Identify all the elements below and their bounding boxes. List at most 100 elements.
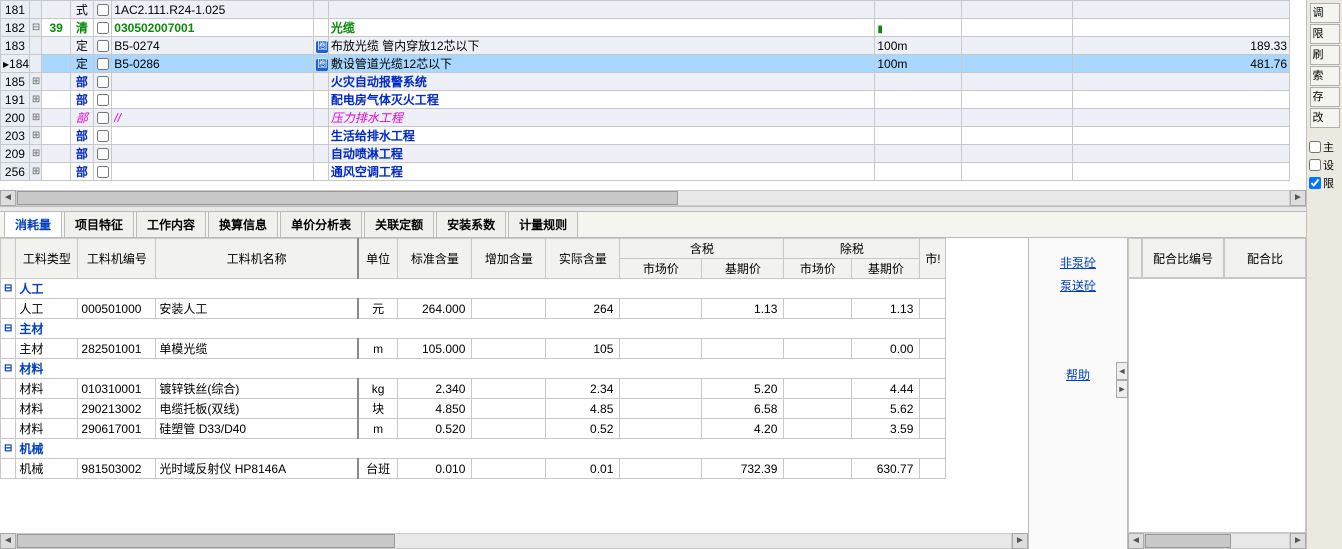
- rownum[interactable]: 256: [1, 163, 30, 181]
- right-hscroll[interactable]: ◄ ►: [1128, 533, 1306, 549]
- mid-link-2[interactable]: 泵送砼: [1060, 277, 1096, 294]
- code-cell[interactable]: [112, 73, 314, 91]
- expand-toggle[interactable]: [29, 55, 41, 73]
- row-checkbox[interactable]: [97, 166, 109, 178]
- hdr-unit[interactable]: 单位: [358, 239, 398, 279]
- tax-mkt[interactable]: [620, 299, 702, 319]
- tax-base[interactable]: 4.20: [702, 419, 784, 439]
- tax-mkt[interactable]: [620, 379, 702, 399]
- tb-save-button[interactable]: 存: [1310, 87, 1340, 107]
- rownum[interactable]: 203: [1, 127, 30, 145]
- std-qty[interactable]: 264.000: [398, 299, 472, 319]
- hdr-market[interactable]: 市!: [920, 239, 946, 279]
- code-cell[interactable]: [112, 127, 314, 145]
- qty-cell[interactable]: [961, 19, 1072, 37]
- notax-mkt[interactable]: [784, 459, 852, 479]
- mat-name[interactable]: 光时域反射仪 HP8146A: [156, 459, 358, 479]
- qty-cell[interactable]: [961, 163, 1072, 181]
- tab-单价分析表[interactable]: 单价分析表: [280, 211, 362, 237]
- mat-code[interactable]: 290213002: [78, 399, 156, 419]
- collapse-right-icon[interactable]: ►: [1116, 380, 1128, 398]
- tb-adjust-button[interactable]: 调: [1310, 3, 1340, 23]
- hdr-std[interactable]: 标准含量: [398, 239, 472, 279]
- name-cell[interactable]: 自动喷淋工程: [328, 145, 875, 163]
- mat-code[interactable]: 981503002: [78, 459, 156, 479]
- mix-ratio-grid[interactable]: [1128, 278, 1306, 533]
- name-cell[interactable]: 火灾自动报警系统: [328, 73, 875, 91]
- std-qty[interactable]: 2.340: [398, 379, 472, 399]
- tax-mkt[interactable]: [620, 399, 702, 419]
- scroll-left-icon[interactable]: ◄: [0, 190, 16, 206]
- code-cell[interactable]: [112, 145, 314, 163]
- mat-code[interactable]: 010310001: [78, 379, 156, 399]
- expand-toggle[interactable]: ⊞: [29, 145, 41, 163]
- add-qty[interactable]: [472, 339, 546, 359]
- qty-cell[interactable]: [961, 91, 1072, 109]
- hdr-name[interactable]: 工料机名称: [156, 239, 358, 279]
- qty-cell[interactable]: [961, 127, 1072, 145]
- tax-base[interactable]: 732.39: [702, 459, 784, 479]
- tab-关联定额[interactable]: 关联定额: [364, 211, 434, 237]
- mat-name[interactable]: 电缆托板(双线): [156, 399, 358, 419]
- mat-code[interactable]: 282501001: [78, 339, 156, 359]
- row-checkbox[interactable]: [97, 40, 109, 52]
- rownum[interactable]: 209: [1, 145, 30, 163]
- tab-换算信息[interactable]: 换算信息: [208, 211, 278, 237]
- expand-toggle[interactable]: ⊞: [29, 163, 41, 181]
- code-cell[interactable]: [112, 163, 314, 181]
- mat-code[interactable]: 290617001: [78, 419, 156, 439]
- chk-main[interactable]: 主: [1309, 139, 1340, 155]
- rownum[interactable]: 200: [1, 109, 30, 127]
- notax-base[interactable]: 0.00: [852, 339, 920, 359]
- tab-项目特征[interactable]: 项目特征: [64, 211, 134, 237]
- hdr-act[interactable]: 实际含量: [546, 239, 620, 279]
- rownum[interactable]: 183: [1, 37, 30, 55]
- code-cell[interactable]: B5-0274: [112, 37, 314, 55]
- mat-name[interactable]: 安装人工: [156, 299, 358, 319]
- consumption-grid[interactable]: 工料类型 工料机编号 工料机名称 单位 标准含量 增加含量 实际含量 含税 除税…: [0, 238, 1028, 533]
- tab-消耗量[interactable]: 消耗量: [4, 211, 62, 237]
- expand-toggle[interactable]: ⊟: [1, 319, 16, 339]
- expand-toggle[interactable]: ⊞: [29, 127, 41, 145]
- std-qty[interactable]: 0.010: [398, 459, 472, 479]
- notax-mkt[interactable]: [784, 379, 852, 399]
- scroll-left-icon[interactable]: ◄: [0, 533, 16, 549]
- mid-help-link[interactable]: 帮助: [1066, 366, 1090, 383]
- notax-mkt[interactable]: [784, 299, 852, 319]
- tb-limit-button[interactable]: 限: [1310, 24, 1340, 44]
- collapse-left-icon[interactable]: ◄: [1116, 362, 1128, 380]
- code-cell[interactable]: //: [112, 109, 314, 127]
- row-checkbox[interactable]: [97, 58, 109, 70]
- expand-toggle[interactable]: [29, 1, 41, 19]
- row-checkbox[interactable]: [97, 130, 109, 142]
- tax-base[interactable]: 1.13: [702, 299, 784, 319]
- expand-toggle[interactable]: ⊟: [1, 439, 16, 459]
- code-cell[interactable]: 030502007001: [112, 19, 314, 37]
- scroll-right-icon[interactable]: ►: [1012, 533, 1028, 549]
- add-qty[interactable]: [472, 459, 546, 479]
- notax-base[interactable]: 630.77: [852, 459, 920, 479]
- expand-toggle[interactable]: ⊞: [29, 91, 41, 109]
- qty-cell[interactable]: [961, 145, 1072, 163]
- mid-link-1[interactable]: 非泵砼: [1060, 254, 1096, 271]
- notax-mkt[interactable]: [784, 339, 852, 359]
- add-qty[interactable]: [472, 379, 546, 399]
- tab-安装系数[interactable]: 安装系数: [436, 211, 506, 237]
- scroll-right-icon[interactable]: ►: [1290, 190, 1306, 206]
- std-qty[interactable]: 4.850: [398, 399, 472, 419]
- row-checkbox[interactable]: [97, 4, 109, 16]
- tb-modify-button[interactable]: 改: [1310, 108, 1340, 128]
- expand-toggle[interactable]: ⊟: [1, 359, 16, 379]
- top-hscroll[interactable]: ◄ ►: [0, 190, 1306, 206]
- qty-cell[interactable]: [961, 109, 1072, 127]
- expand-toggle[interactable]: ⊞: [29, 73, 41, 91]
- name-cell[interactable]: 敷设管道光缆12芯以下: [328, 55, 875, 73]
- expand-toggle[interactable]: ⊟: [29, 19, 41, 37]
- notax-base[interactable]: 3.59: [852, 419, 920, 439]
- notax-mkt[interactable]: [784, 419, 852, 439]
- std-qty[interactable]: 105.000: [398, 339, 472, 359]
- top-grid[interactable]: 181式1AC2.111.R24-1.025182⊟39清03050200700…: [0, 0, 1306, 190]
- chk-set[interactable]: 设: [1309, 157, 1340, 173]
- rownum[interactable]: ▸184: [1, 55, 30, 73]
- row-checkbox[interactable]: [97, 112, 109, 124]
